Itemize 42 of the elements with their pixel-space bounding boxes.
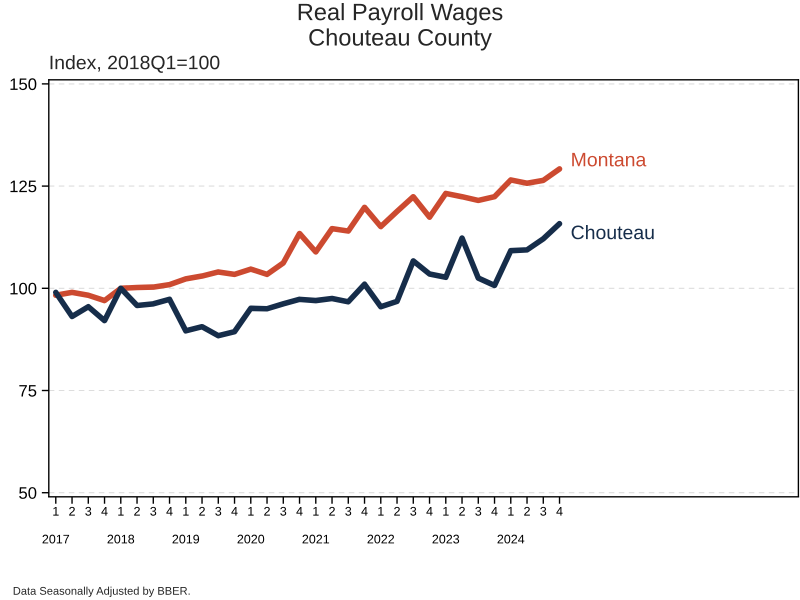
x-tick-label: 2 xyxy=(459,506,465,516)
category-label: 1 2022 xyxy=(368,506,394,544)
y-tick-label: 50 xyxy=(19,487,36,499)
x-tick-label: 4 xyxy=(101,506,108,516)
x-tick-label: 3 xyxy=(85,506,92,516)
x-tick-label: 3 xyxy=(410,506,416,516)
category-label: 1 2020 xyxy=(238,506,264,544)
chart-title: Real Payroll Wages Chouteau County xyxy=(298,3,502,50)
x-tick-label: 4 xyxy=(231,506,238,516)
category-label: 1 2023 xyxy=(432,506,460,544)
x-tick-label: 2 xyxy=(134,506,140,516)
x-tick-label: 2 xyxy=(199,506,205,516)
x-tick-label: 3 xyxy=(215,506,222,516)
series-label: Chouteau xyxy=(572,225,654,240)
x-tick-label: 2 xyxy=(394,506,400,516)
y-tick-label: 125 xyxy=(10,180,36,192)
series-label: Montana xyxy=(572,152,646,166)
category-label: 1 2017 xyxy=(42,506,70,544)
text: Data Seasonally Adjusted by BBER. xyxy=(14,586,190,597)
x-tick-label: 2 xyxy=(329,506,335,516)
x-tick-label: 4 xyxy=(556,506,563,516)
category-label: 1 2021 xyxy=(302,506,330,544)
x-tick-label: 3 xyxy=(280,506,286,516)
x-tick-label: 2 xyxy=(69,506,75,516)
y-tick-label: 150 xyxy=(10,78,36,90)
category-label: 1 2018 xyxy=(108,506,134,544)
category-label: 1 2024 xyxy=(498,506,524,544)
x-tick-label: 3 xyxy=(150,506,156,516)
x-tick-label: 4 xyxy=(426,506,433,516)
x-tick-label: 4 xyxy=(491,506,498,516)
x-tick-label: 2 xyxy=(264,506,270,516)
category-label: 1 2019 xyxy=(172,506,200,544)
x-tick-label: 3 xyxy=(540,506,546,516)
x-tick-label: 2 xyxy=(524,506,530,516)
y-tick-label: 75 xyxy=(19,385,36,397)
y-axis-title: Index, 2018Q1=100 xyxy=(50,55,220,73)
x-tick-label: 3 xyxy=(475,506,482,516)
x-tick-label: 4 xyxy=(296,506,303,516)
x-tick-label: 4 xyxy=(166,506,173,516)
x-tick-label: 4 xyxy=(361,506,368,516)
y-tick-label: 100 xyxy=(10,282,36,295)
x-tick-label: 3 xyxy=(345,506,352,516)
